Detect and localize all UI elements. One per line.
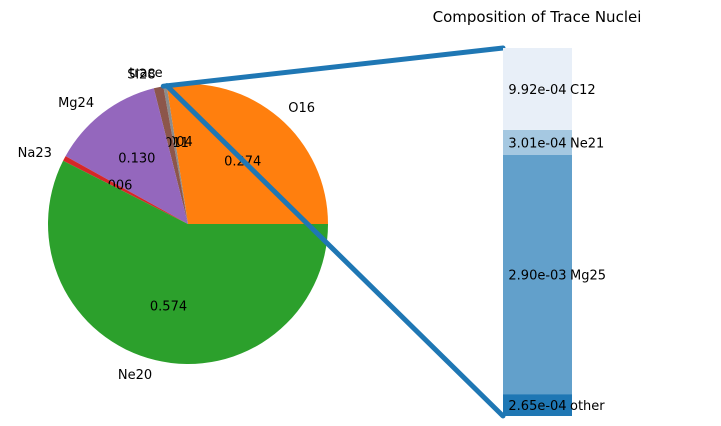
bar-segment-other [503, 394, 572, 416]
pie-category-label-mg24: Mg24 [58, 96, 94, 111]
connector-line-bottom [164, 83, 506, 419]
bar-category-label-ne21: Ne21 [570, 136, 604, 151]
bar-value-label-ne21: 3.01e-04 [508, 136, 566, 151]
pie-category-label-o16: O16 [288, 101, 315, 116]
bar-segment-ne21 [503, 129, 572, 155]
trace-stacked-bar: 2.65e-04 other 2.90e-03 Mg25 3.01e-04 Ne21 9.9… [503, 48, 606, 416]
pie-value-label-mg24: 0.130 [118, 151, 155, 166]
pie-slice-ne20 [47, 160, 328, 364]
bar-value-label-c12: 9.92e-04 [508, 83, 566, 98]
bar-category-label-other: other [570, 399, 605, 414]
bar-value-label-other: 2.65e-04 [508, 399, 566, 414]
zoom-connectors [160, 45, 506, 419]
bar-value-label-mg25: 2.90e-03 [508, 268, 566, 283]
connector-line-top [160, 45, 506, 89]
bar-segment-c12 [503, 48, 572, 130]
pie-category-label-na23: Na23 [18, 146, 52, 161]
pie-slice-si28 [153, 86, 188, 224]
bar-segment-mg25 [503, 154, 572, 395]
pie-slice-na23 [63, 156, 189, 224]
pie-category-label-ne20: Ne20 [118, 368, 152, 383]
pie-category-label-trace: trace [129, 66, 163, 81]
bar-chart-title: Composition of Trace Nuclei [433, 8, 642, 26]
pie-category-label-si28: Si28 [127, 68, 155, 83]
pie-slice-mg24 [65, 88, 188, 225]
bar-category-label-c12: C12 [570, 83, 596, 98]
pie-slice-o16 [166, 84, 328, 224]
pie-value-label-ne20: 0.574 [150, 300, 187, 315]
pie-slice-trace [163, 85, 188, 224]
bar-category-label-mg25: Mg25 [570, 268, 606, 283]
pie-chart: 0.274O160.004trace0.011Si280.130Mg240.00… [18, 66, 328, 383]
